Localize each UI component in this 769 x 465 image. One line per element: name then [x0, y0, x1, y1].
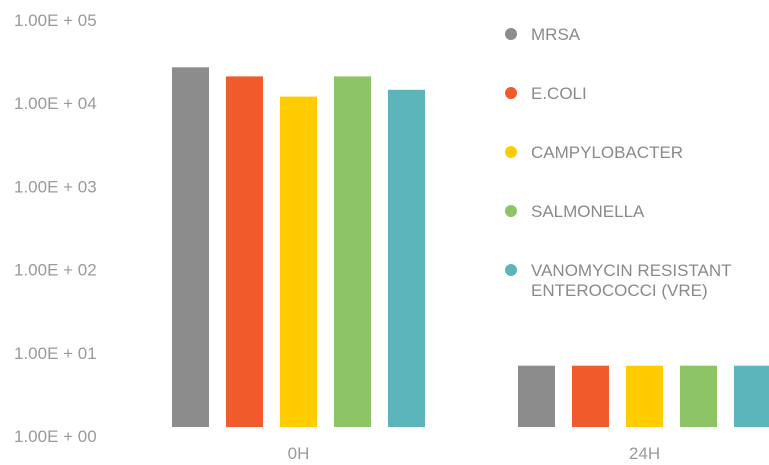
bar-salmonella-24h: [680, 365, 717, 427]
y-tick-label: 1.00E + 04: [14, 94, 97, 113]
legend-label: ENTEROCOCCI (VRE): [531, 281, 708, 300]
legend: MRSA E.COLI CAMPYLOBACTER SALMONELLA VANOMYC…: [505, 25, 732, 300]
legend-label: VANOMYCIN RESISTANT: [531, 261, 732, 280]
bar-campylobacter-0h: [280, 96, 317, 427]
bar-salmonella-0h: [334, 76, 371, 427]
legend-label: CAMPYLOBACTER: [531, 143, 683, 162]
bar-e-coli-24h: [572, 365, 609, 427]
legend-label: SALMONELLA: [531, 202, 645, 221]
bar-e-coli-0h: [226, 76, 263, 427]
legend-swatch: [505, 264, 517, 276]
bar-vanomycin-resistant-enterococci-vre-24h: [734, 365, 769, 427]
y-tick-label: 1.00E + 05: [14, 11, 97, 30]
bar-mrsa-0h: [172, 67, 209, 427]
legend-swatch: [505, 28, 517, 40]
y-tick-label: 1.00E + 01: [14, 344, 97, 363]
y-tick-label: 1.00E + 03: [14, 177, 97, 196]
y-axis: 1.00E + 00 1.00E + 01 1.00E + 02 1.00E + 03…: [14, 11, 97, 446]
x-category-label: 24H: [629, 444, 660, 463]
x-category-label: 0H: [288, 444, 310, 463]
legend-swatch: [505, 205, 517, 217]
y-tick-label: 1.00E + 02: [14, 261, 97, 280]
bars: [172, 67, 769, 428]
x-axis: 0H 24H: [288, 444, 660, 463]
bar-campylobacter-24h: [626, 365, 663, 427]
legend-label: MRSA: [531, 25, 581, 44]
bar-mrsa-24h: [518, 365, 555, 427]
legend-swatch: [505, 87, 517, 99]
y-tick-label: 1.00E + 00: [14, 427, 97, 446]
bar-vanomycin-resistant-enterococci-vre-0h: [388, 89, 425, 428]
legend-label: E.COLI: [531, 84, 587, 103]
legend-swatch: [505, 146, 517, 158]
